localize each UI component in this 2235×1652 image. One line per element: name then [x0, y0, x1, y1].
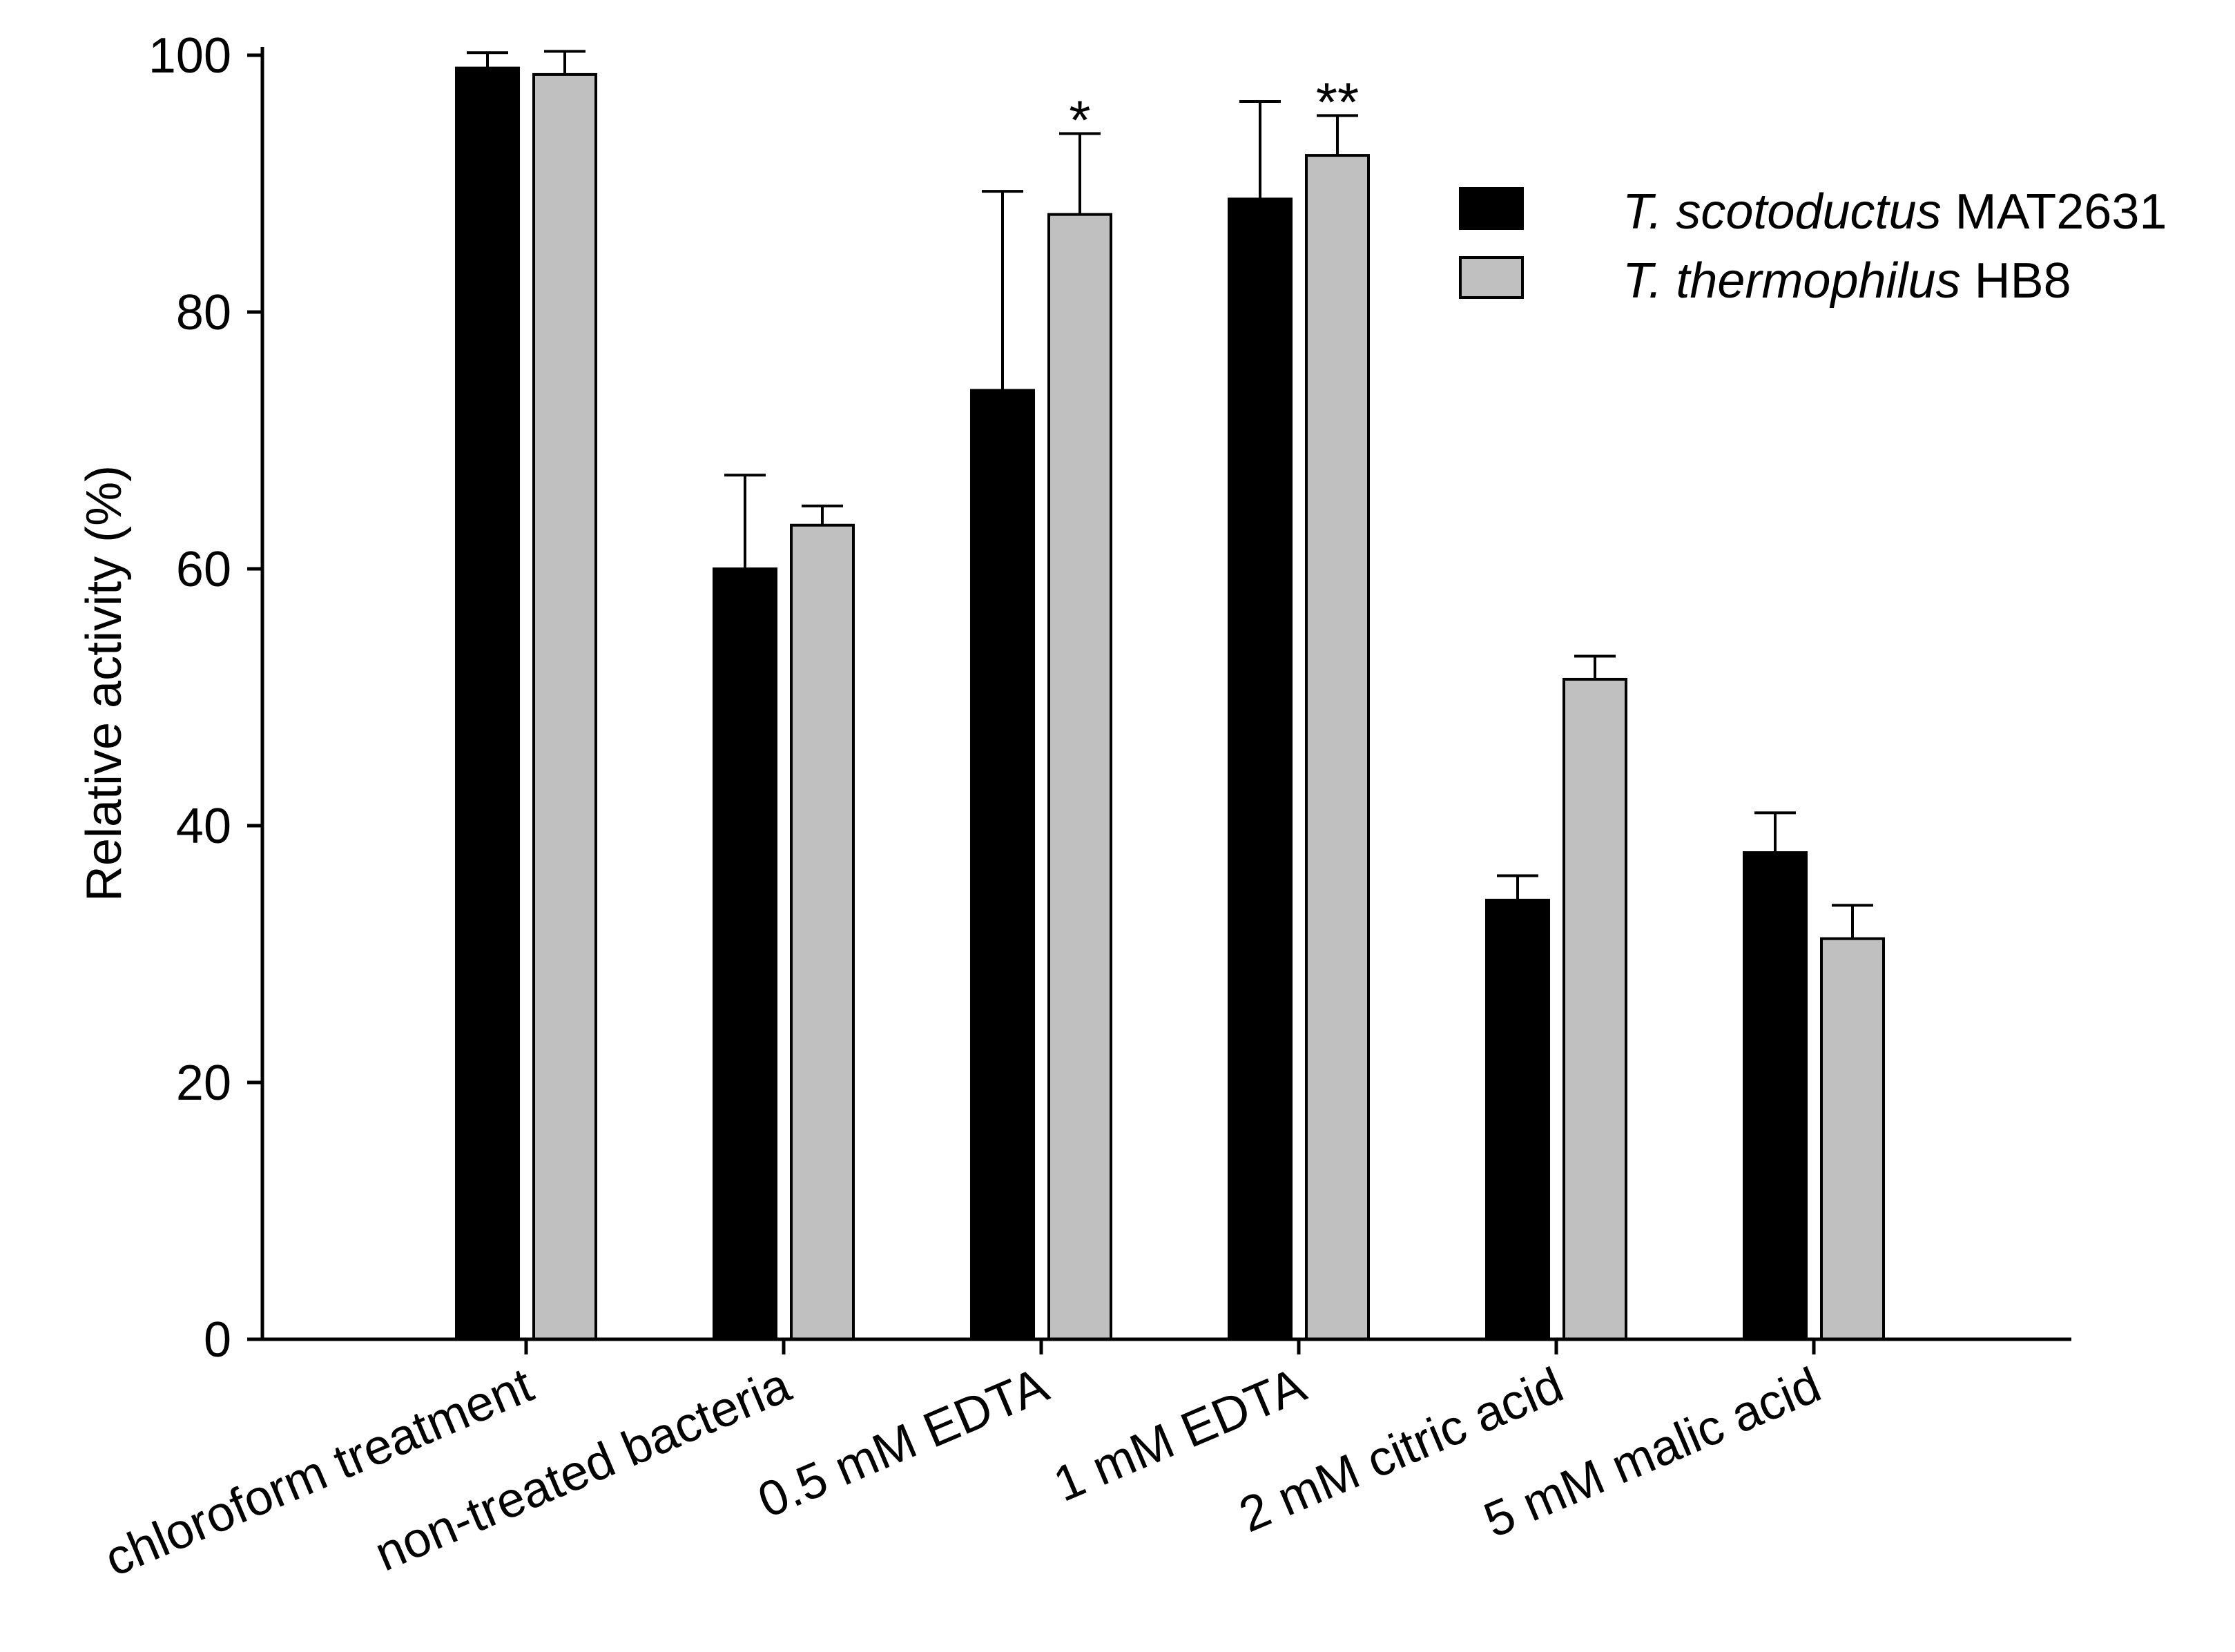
bar-thermophilus — [1820, 937, 1885, 1341]
x-tick-label: non-treated bacteria — [367, 1357, 799, 1582]
significance-marker: ** — [1316, 71, 1359, 133]
bar-scotoductus — [713, 567, 777, 1341]
bar-scotoductus — [455, 66, 520, 1341]
y-axis-title: Relative activity (%) — [77, 465, 132, 902]
y-tick-label-40: 40 — [176, 799, 231, 854]
y-tick-label-20: 20 — [176, 1056, 231, 1111]
bar-thermophilus — [1047, 213, 1112, 1341]
x-tick-label: 0.5 mM EDTA — [751, 1357, 1056, 1528]
legend-label-scotoductus: T. scotoductus MAT2631 — [1623, 184, 2167, 240]
x-tick-label: chloroform treatment — [97, 1357, 541, 1587]
bar-scotoductus — [970, 389, 1035, 1341]
bar-thermophilus — [790, 523, 855, 1341]
bar-thermophilus — [1305, 154, 1370, 1341]
legend-swatch-scotoductus — [1459, 187, 1524, 230]
error-bars — [467, 50, 1873, 939]
bar-thermophilus — [532, 72, 597, 1341]
significance-marker: * — [1069, 89, 1090, 150]
bar-thermophilus — [1562, 677, 1627, 1341]
y-ticks: 0 20 40 60 80 100 — [148, 28, 262, 1368]
bar-scotoductus — [1743, 851, 1808, 1341]
y-tick-label-60: 60 — [176, 542, 231, 597]
significance-markers: * ** — [1069, 71, 1359, 150]
y-tick-label-0: 0 — [204, 1312, 231, 1368]
bar-scotoductus — [1228, 197, 1293, 1341]
bar-scotoductus — [1485, 898, 1550, 1341]
legend-label-thermophilus: T. thermophilus HB8 — [1623, 253, 2071, 309]
y-tick-label-80: 80 — [176, 285, 231, 340]
legend: T. scotoductus MAT2631 T. thermophilus HB… — [1459, 184, 2167, 309]
y-tick-label-100: 100 — [148, 28, 231, 84]
legend-swatch-thermophilus — [1459, 256, 1524, 299]
